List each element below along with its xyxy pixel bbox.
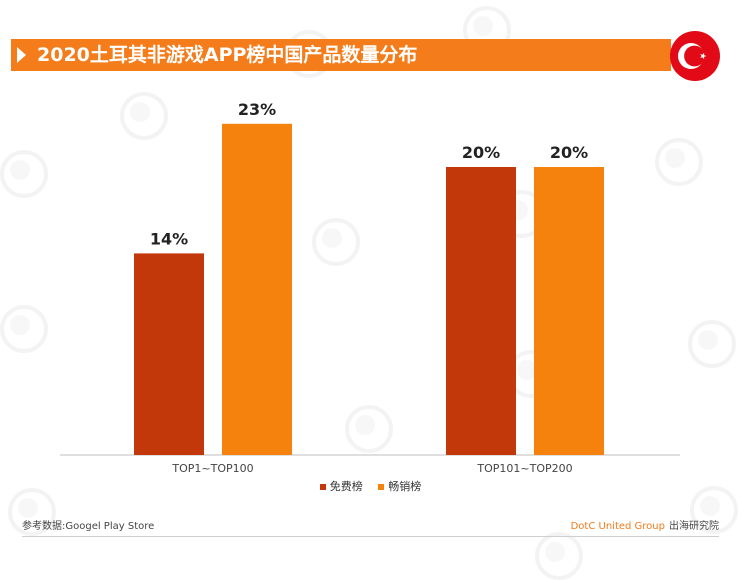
footer-credit: DotC United Group 出海研究院 (571, 520, 719, 534)
legend-item-grossing: 畅销榜 (378, 480, 421, 494)
data-label: 20% (462, 143, 500, 162)
title-bar: 2020土耳其非游戏APP榜中国产品数量分布 (11, 39, 671, 71)
chart-legend: 免费榜 畅销榜 (0, 480, 741, 494)
source-note: 参考数据:Googel Play Store (22, 521, 155, 532)
bar-grossing-0 (222, 123, 292, 456)
page-title: 2020土耳其非游戏APP榜中国产品数量分布 (37, 44, 418, 66)
turkey-flag-icon (670, 31, 720, 81)
flag-crescent-inner (684, 45, 705, 67)
bar-chart: 14% 23% TOP1~TOP100 20% 20% TOP101~TOP200 (60, 100, 680, 475)
legend-swatch-free (319, 484, 326, 490)
footer-brand: DotC United Group (570, 521, 665, 532)
footer-divider (22, 536, 719, 537)
watermark-logo (535, 532, 583, 580)
flag-star-icon (700, 52, 707, 60)
legend-item-free: 免费榜 (319, 480, 363, 494)
legend-label-free: 免费榜 (329, 480, 363, 493)
bar-grossing-1 (534, 167, 604, 455)
data-label: 14% (150, 229, 188, 248)
data-label: 23% (238, 100, 276, 119)
bar-free-0 (134, 253, 204, 455)
legend-label-grossing: 畅销榜 (388, 480, 422, 493)
x-tick-label: TOP1~TOP100 (171, 462, 253, 475)
legend-swatch-grossing (378, 484, 385, 490)
bar-free-1 (446, 167, 516, 455)
x-tick-label: TOP101~TOP200 (476, 462, 572, 475)
data-label: 20% (550, 143, 588, 162)
title-arrow-icon (17, 47, 26, 63)
footer-institute: 出海研究院 (669, 521, 719, 532)
